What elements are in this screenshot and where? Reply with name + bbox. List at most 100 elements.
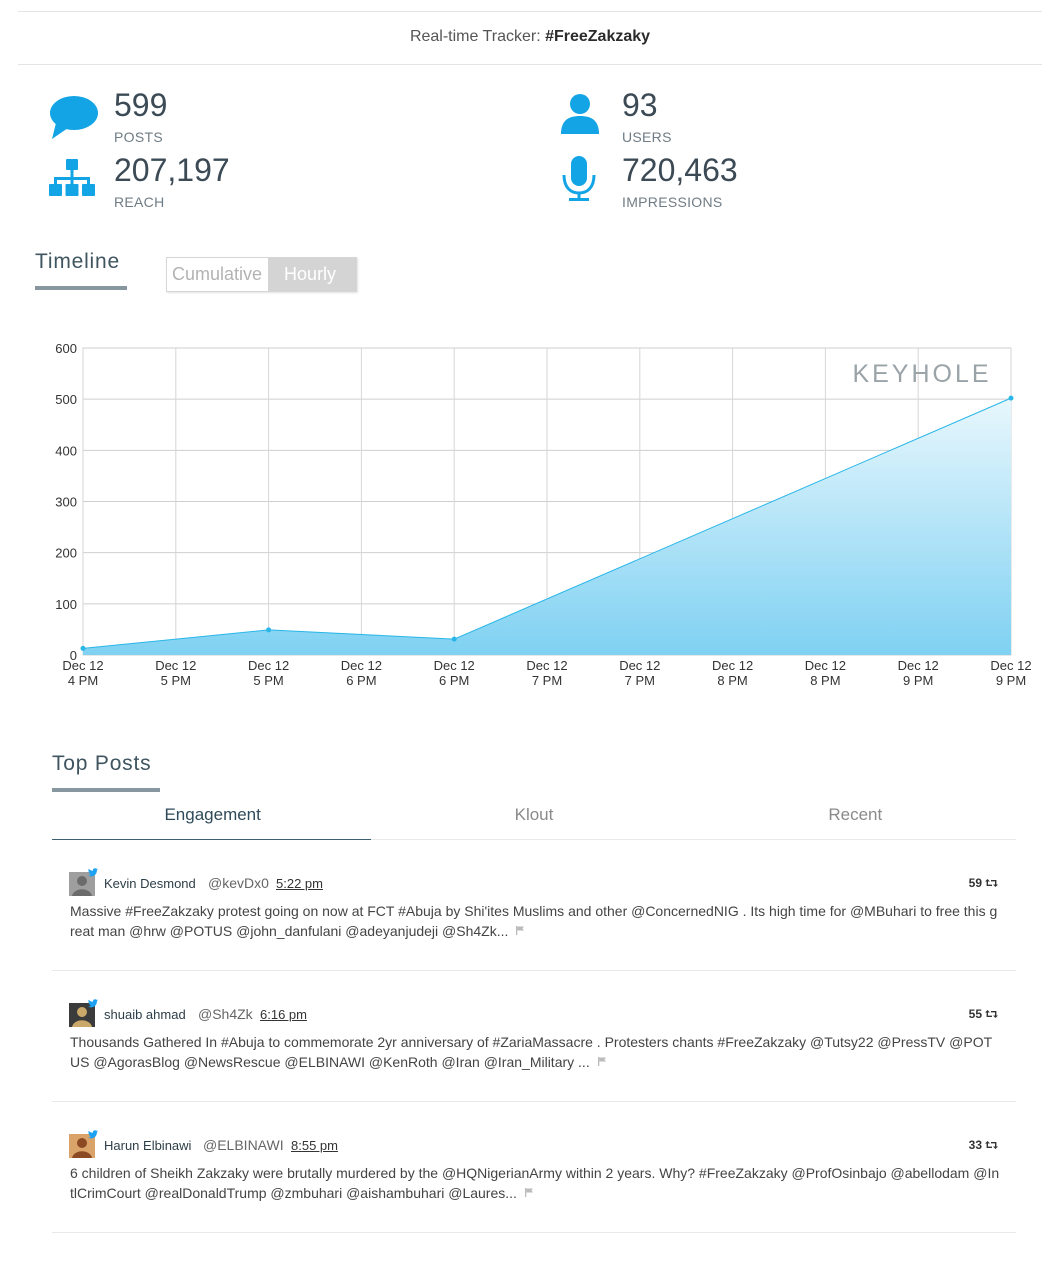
tab-recent[interactable]: Recent [828,805,883,824]
x-tick-label-time: 7 PM [532,673,562,688]
users-label: USERS [622,129,672,145]
retweet-icon [985,879,998,887]
retweet-count-value: 33 [968,1138,982,1152]
x-tick-label-date: Dec 12 [248,658,289,673]
data-point[interactable] [80,645,86,651]
x-tick-label-time: 4 PM [68,673,98,688]
post-timestamp-link[interactable]: 6:16 pm [260,1007,307,1022]
x-tick-label-time: 9 PM [903,673,933,688]
watermark-text: KEYHOLE [852,360,991,388]
post-text: Massive #FreeZakzaky protest going on no… [70,901,1000,941]
flag-icon[interactable] [516,926,525,935]
chart-area [83,398,1011,655]
user-icon [561,94,599,134]
post-author-name[interactable]: Kevin Desmond [104,876,196,891]
x-tick-label-time: 9 PM [996,673,1026,688]
post-card[interactable]: Harun Elbinawi @ELBINAWI 8:55 pm 33 6 childr… [52,1102,1016,1233]
y-tick-label: 200 [55,546,77,561]
y-tick-label: 0 [70,648,77,663]
x-tick-label-date: Dec 12 [805,658,846,673]
data-point[interactable] [266,627,272,633]
post-text-content: Thousands Gathered In #Abuja to commemor… [70,1034,993,1070]
posts-label: POSTS [114,129,163,145]
data-point[interactable] [451,636,457,642]
x-tick-label-date: Dec 12 [898,658,939,673]
data-point[interactable] [1008,395,1014,401]
chart-y-ticks: 0 100 200 300 400 500 600 [55,341,77,663]
x-tick-label-time: 6 PM [346,673,376,688]
post-author-name[interactable]: Harun Elbinawi [104,1138,192,1153]
flag-icon[interactable] [524,1188,533,1197]
x-tick-label-date: Dec 12 [155,658,196,673]
timeline-underline [35,286,127,290]
top-posts-underline [52,788,160,792]
toggle-hourly[interactable]: Hourly [268,258,357,291]
twitter-bird-icon [88,1130,98,1139]
y-tick-label: 300 [55,495,77,510]
reach-label: REACH [114,194,165,210]
top-divider [18,11,1042,12]
post-timestamp-link[interactable]: 5:22 pm [276,876,323,891]
speech-bubble-icon [50,96,98,139]
post-timestamp-link[interactable]: 8:55 pm [291,1138,338,1153]
x-tick-label-time: 8 PM [717,673,747,688]
timeline-title: Timeline [35,250,120,273]
post-card[interactable]: Kevin Desmond @kevDx0 5:22 pm 59 Massive #Fr… [52,840,1016,971]
retweet-count: 55 [969,1007,998,1021]
timeline-toggle[interactable]: Cumulative Hourly [166,257,358,292]
post-text: 6 children of Sheikh Zakzaky were brutal… [70,1163,1000,1203]
tracker-hashtag: #FreeZakzaky [545,28,651,45]
x-tick-label-date: Dec 12 [434,658,475,673]
reach-count: 207,197 [114,152,230,188]
y-tick-label: 400 [55,443,77,458]
keyhole-watermark: KEYHOLE [852,360,991,388]
twitter-bird-icon [88,868,98,877]
x-tick-label-date: Dec 12 [990,658,1031,673]
chart-points [80,395,1014,651]
x-tick-label-date: Dec 12 [62,658,103,673]
post-author-name[interactable]: shuaib ahmad [104,1007,186,1022]
post-author-handle[interactable]: @kevDx0 [208,875,269,891]
retweet-count: 59 [969,876,998,890]
top-posts-title: Top Posts [52,752,152,775]
top-posts-tabs: Engagement Klout Recent [52,800,1016,840]
y-tick-label: 600 [55,341,77,356]
retweet-count-value: 55 [968,1007,982,1021]
impressions-label: IMPRESSIONS [622,194,723,210]
post-text-content: 6 children of Sheikh Zakzaky were brutal… [70,1165,1000,1201]
y-tick-label: 500 [55,392,77,407]
users-count: 93 [622,87,658,123]
post-text: Thousands Gathered In #Abuja to commemor… [70,1032,1000,1072]
retweet-count: 33 [969,1138,998,1152]
post-author-handle[interactable]: @ELBINAWI [203,1137,284,1153]
retweet-icon [985,1141,998,1149]
post-text-content: Massive #FreeZakzaky protest going on no… [70,903,998,939]
x-tick-label-date: Dec 12 [526,658,567,673]
x-tick-label-date: Dec 12 [712,658,753,673]
x-tick-label-time: 5 PM [253,673,283,688]
x-tick-label-time: 5 PM [161,673,191,688]
post-card[interactable]: shuaib ahmad @Sh4Zk 6:16 pm 55 Thousands Gat… [52,971,1016,1102]
tab-klout[interactable]: Klout [514,805,554,824]
twitter-bird-icon [88,999,98,1008]
x-tick-label-time: 7 PM [625,673,655,688]
toggle-cumulative[interactable]: Cumulative [167,258,269,291]
tracker-header: Real-time Tracker: #FreeZakzaky [18,11,1042,65]
y-tick-label: 100 [55,597,77,612]
retweet-icon [985,1010,998,1018]
x-tick-label-time: 6 PM [439,673,469,688]
tracker-title-prefix: Real-time Tracker: [409,28,546,45]
x-tick-label-date: Dec 12 [619,658,660,673]
post-author-handle[interactable]: @Sh4Zk [198,1006,253,1022]
x-tick-label-date: Dec 12 [341,658,382,673]
impressions-count: 720,463 [622,152,738,188]
x-tick-label-time: 8 PM [810,673,840,688]
posts-count: 599 [114,87,168,123]
chart-line [82,397,1012,649]
tab-engagement[interactable]: Engagement [52,800,373,840]
flag-icon[interactable] [597,1057,606,1066]
sitemap-icon [49,159,95,196]
microphone-icon [562,156,596,201]
